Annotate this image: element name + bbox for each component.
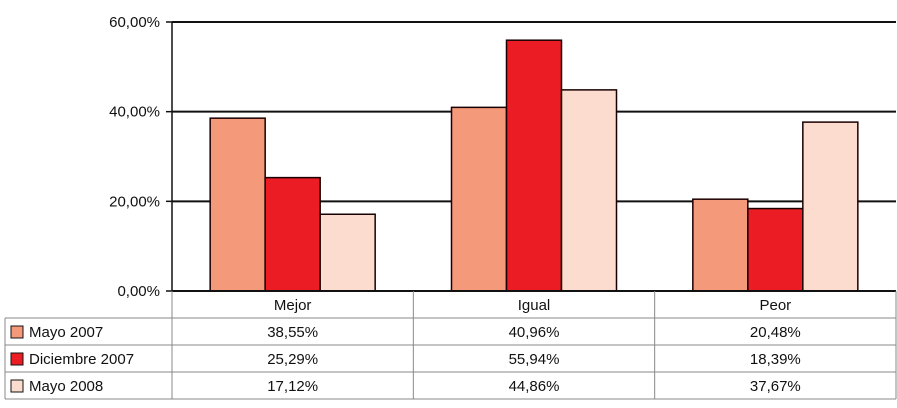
y-tick-label: 0,00% <box>117 283 160 300</box>
data-table: Mejor Igual Peor Mayo 2007 38,55% 40,96% 20,48… <box>4 291 897 400</box>
data-label: 37,67% <box>750 378 801 395</box>
bar-igual-1 <box>450 106 508 292</box>
category-label: Mejor <box>274 297 312 314</box>
category-label: Peor <box>759 297 791 314</box>
series-label: Diciembre 2007 <box>29 351 134 368</box>
data-label: 55,94% <box>509 351 560 368</box>
category-label: Igual <box>518 297 551 314</box>
data-label: 25,29% <box>267 351 318 368</box>
bar-igual-2 <box>505 39 563 292</box>
y-tick-labels: 0,00% 20,00% 40,00% 60,00% <box>109 14 160 300</box>
bars <box>209 39 859 292</box>
bar-igual-3 <box>560 89 618 292</box>
data-label: 44,86% <box>509 378 560 395</box>
y-tick-label: 40,00% <box>109 104 160 121</box>
data-label: 38,55% <box>267 324 318 341</box>
series-label: Mayo 2007 <box>29 324 103 341</box>
bar-mejor-2 <box>264 176 321 292</box>
data-label: 17,12% <box>267 378 318 395</box>
bar-peor-1 <box>692 198 749 292</box>
bar-mejor-1 <box>209 117 266 292</box>
data-label: 40,96% <box>509 324 560 341</box>
series-label: Mayo 2008 <box>29 378 103 395</box>
y-tick-label: 20,00% <box>109 193 160 210</box>
bar-mejor-3 <box>319 213 376 292</box>
bar-peor-2 <box>747 207 804 292</box>
legend-swatch <box>10 379 24 393</box>
legend-swatch <box>10 325 24 339</box>
y-tick-label: 60,00% <box>109 14 160 31</box>
bar-peor-3 <box>802 121 859 292</box>
axes <box>166 21 896 292</box>
data-label: 18,39% <box>750 351 801 368</box>
data-label: 20,48% <box>750 324 801 341</box>
legend-swatch <box>10 352 24 366</box>
